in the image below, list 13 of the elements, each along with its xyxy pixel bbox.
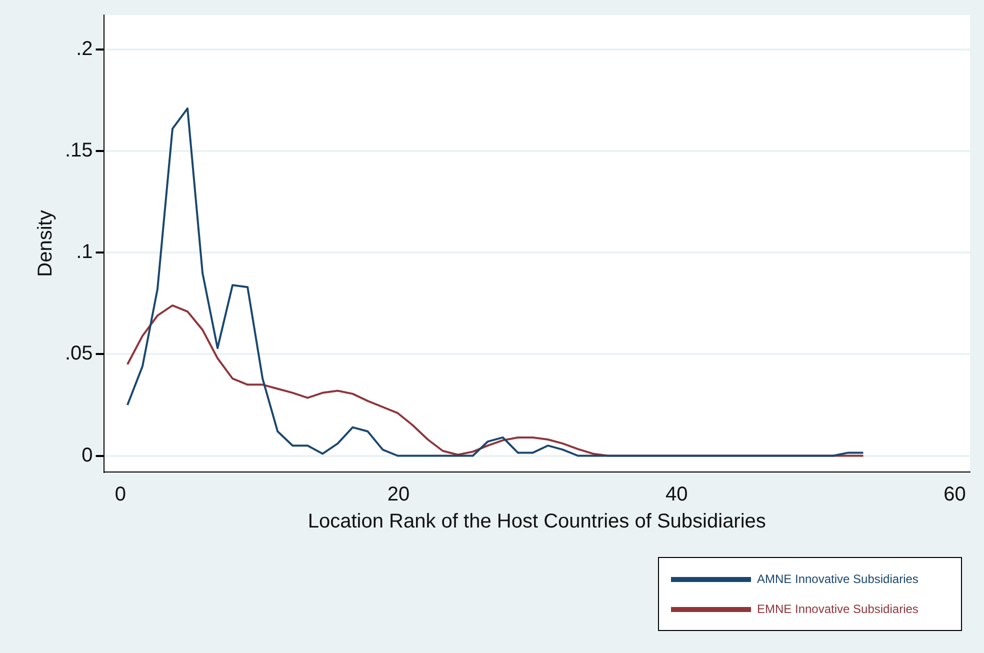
text: AMNE Innovative Subsidiaries [757,572,918,586]
x-axis-title: Location Rank of the Host Countries of Subsidiaries [308,510,766,533]
x-tick-label: 40 [666,484,688,506]
x-tick-label: 60 [944,484,966,506]
text: EMNE Innovative Subsidiaries [757,602,918,616]
y-tick-label: .1 [76,241,93,264]
y-tick-label: .05 [64,342,93,365]
y-tick-label: 0 [82,444,93,466]
x-tick-label: 0 [114,484,126,506]
x-tick-label: 20 [387,484,410,506]
y-tick-label: .2 [76,38,93,60]
y-axis-title: Density [34,210,57,277]
y-tick-label: .15 [64,140,93,162]
